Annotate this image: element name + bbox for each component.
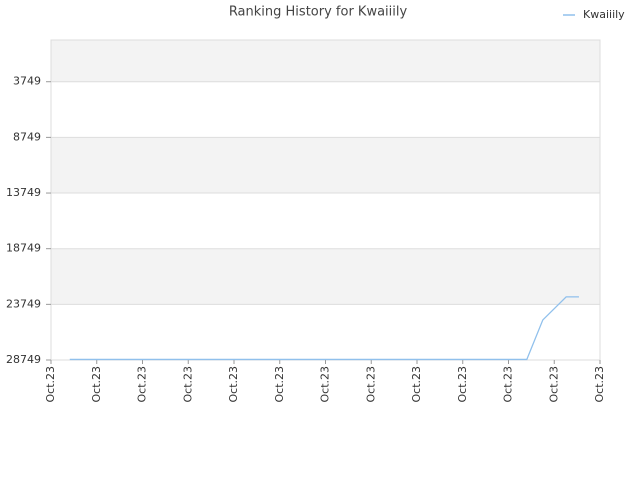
grid-band (51, 40, 600, 82)
grid-band (51, 81, 600, 138)
x-tick-label: Oct.23 (136, 366, 149, 403)
x-tick-label: Oct.23 (456, 366, 469, 403)
y-tick-label: 28749 (6, 353, 41, 366)
x-tick-label: Oct.23 (90, 366, 103, 403)
x-tick-label: Oct.23 (227, 366, 240, 403)
y-tick-label: 8749 (13, 130, 41, 143)
x-tick-label: Oct.23 (593, 366, 606, 403)
grid-band (51, 193, 600, 249)
grid-band (51, 304, 600, 360)
grid-band (51, 137, 600, 194)
x-tick-label: Oct.23 (364, 366, 377, 403)
chart-title: Ranking History for Kwaiiily (229, 5, 408, 20)
x-tick-label: Oct.23 (44, 366, 57, 403)
x-tick-label: Oct.23 (502, 366, 515, 403)
x-tick-label: Oct.23 (181, 366, 194, 403)
y-tick-label: 13749 (6, 186, 41, 199)
y-tick-label: 23749 (6, 297, 41, 310)
line-series (69, 296, 579, 361)
x-tick-label: Oct.23 (319, 366, 332, 403)
x-tick-label: Oct.23 (410, 366, 423, 403)
grid-band (51, 248, 600, 305)
x-tick-label: Oct.23 (273, 366, 286, 403)
x-tick-label: Oct.23 (547, 366, 560, 403)
legend-label: Kwaiiily (583, 8, 625, 21)
y-tick-label: 3749 (13, 75, 41, 88)
y-tick-label: 18749 (6, 242, 41, 255)
